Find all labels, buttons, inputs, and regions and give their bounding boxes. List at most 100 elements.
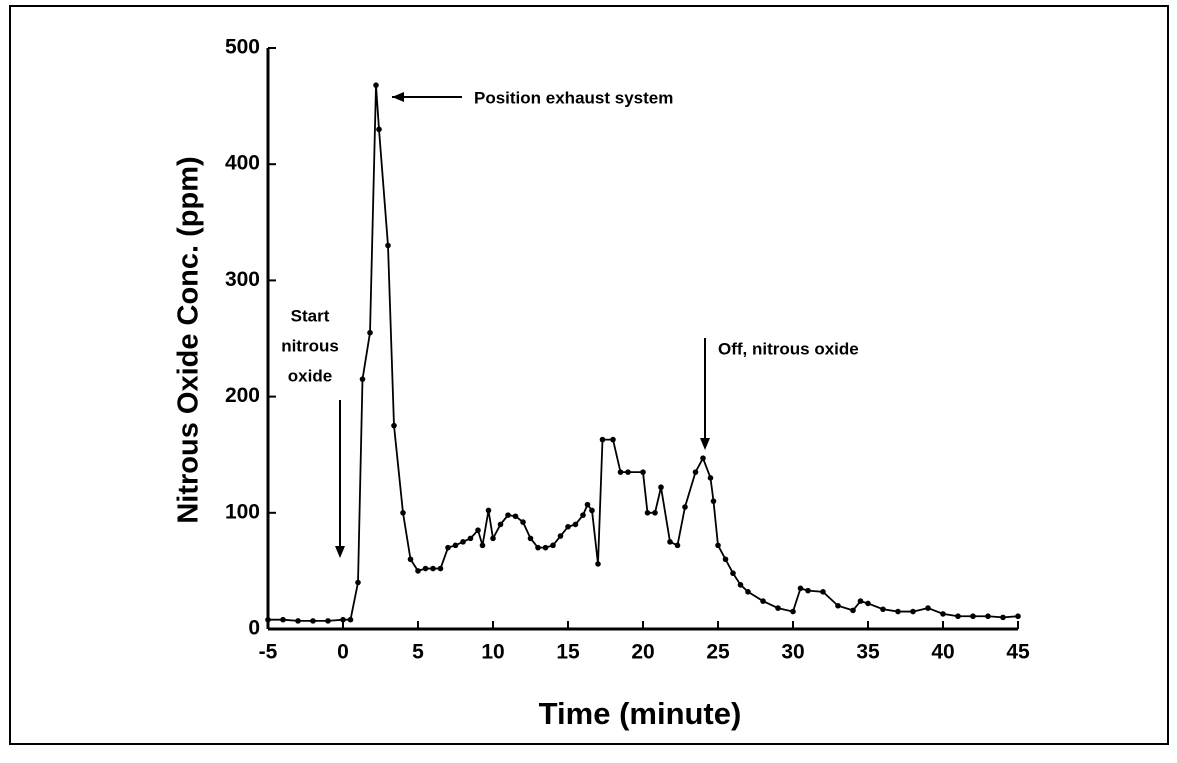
- data-point: [490, 535, 496, 542]
- data-point: [790, 608, 796, 615]
- data-point: [485, 507, 492, 514]
- data-point: [445, 544, 451, 551]
- data-point: [460, 539, 466, 545]
- data-point: [415, 568, 421, 574]
- data-point: [584, 501, 591, 508]
- annotation: Position exhaust system: [474, 88, 673, 107]
- data-point: [550, 542, 556, 549]
- data-point: [715, 542, 721, 549]
- data-point: [535, 544, 541, 551]
- data-point: [857, 598, 864, 604]
- data-point: [737, 582, 744, 588]
- data-point: [340, 616, 346, 623]
- data-point: [722, 556, 729, 563]
- data-point: [310, 618, 316, 624]
- data-point: [497, 521, 504, 528]
- data-point: [520, 519, 526, 525]
- data-point: [707, 475, 714, 481]
- data-point: [652, 510, 658, 516]
- x-tick-label: 30: [781, 641, 804, 664]
- data-point: [644, 510, 651, 516]
- data-point: [589, 507, 595, 514]
- data-point: [479, 542, 486, 549]
- data-point: [376, 126, 382, 133]
- data-point: [667, 539, 673, 545]
- data-point: [325, 618, 331, 624]
- data-point: [910, 608, 916, 615]
- annotation-arrowhead: [700, 438, 710, 450]
- data-point: [745, 589, 751, 595]
- data-point: [805, 587, 811, 594]
- data-point: [674, 542, 681, 549]
- data-point: [475, 527, 481, 534]
- data-point: [467, 535, 474, 542]
- data-point: [359, 376, 366, 382]
- data-point: [373, 82, 379, 88]
- data-point: [710, 498, 717, 504]
- data-point: [985, 613, 991, 620]
- annotation-arrowhead: [335, 546, 345, 558]
- data-point: [391, 422, 397, 429]
- data-point: [610, 436, 616, 443]
- data-point: [295, 618, 301, 624]
- y-tick-label: 0: [248, 617, 260, 640]
- data-point: [1000, 614, 1006, 621]
- data-point: [658, 484, 664, 491]
- annotation: nitrous: [281, 336, 339, 355]
- data-point: [572, 521, 579, 528]
- y-tick-label: 200: [225, 384, 260, 407]
- data-point: [820, 589, 826, 595]
- data-point: [880, 606, 886, 613]
- data-point: [865, 600, 871, 607]
- data-point: [595, 561, 601, 567]
- data-point: [692, 469, 699, 475]
- x-tick-label: 0: [337, 641, 349, 664]
- frame: [9, 5, 1169, 745]
- data-point: [565, 523, 571, 530]
- x-tick-label: 5: [412, 641, 424, 664]
- data-point: [955, 613, 961, 620]
- data-point: [407, 556, 414, 563]
- data-point: [355, 579, 361, 586]
- data-point: [557, 533, 564, 539]
- data-point: [895, 608, 901, 615]
- data-point: [850, 607, 856, 614]
- data-point: [700, 455, 706, 461]
- data-point: [347, 616, 354, 623]
- data-point: [775, 605, 781, 611]
- x-axis-label: Time (minute): [539, 696, 742, 731]
- data-point: [505, 512, 511, 518]
- data-point: [385, 242, 391, 249]
- data-point: [730, 570, 736, 577]
- x-tick-label: 35: [856, 641, 880, 664]
- data-point: [437, 565, 444, 572]
- annotation-arrowhead: [392, 92, 404, 102]
- x-tick-label: 45: [1006, 641, 1030, 664]
- data-point: [542, 544, 549, 551]
- y-tick-label: 300: [225, 268, 260, 291]
- data-point: [367, 329, 373, 336]
- annotation: Off, nitrous oxide: [718, 339, 859, 358]
- data-point: [280, 616, 286, 623]
- y-tick-label: 500: [225, 36, 260, 59]
- x-tick-label: 10: [481, 641, 504, 664]
- data-point: [617, 469, 624, 475]
- data-point: [452, 542, 459, 549]
- data-point: [400, 510, 406, 516]
- data-point: [925, 605, 931, 611]
- annotation: oxide: [288, 366, 332, 385]
- x-tick-label: -5: [259, 641, 278, 664]
- data-point: [1015, 613, 1021, 620]
- data-line: [268, 85, 1019, 622]
- x-tick-label: 25: [706, 641, 730, 664]
- data-point: [527, 535, 534, 542]
- annotation: Start: [291, 306, 330, 325]
- data-point: [640, 469, 646, 475]
- y-axis-label: Nitrous Oxide Conc. (ppm): [173, 156, 205, 523]
- data-point: [430, 565, 436, 572]
- data-point: [760, 598, 766, 604]
- data-point: [265, 616, 271, 623]
- x-tick-label: 15: [556, 641, 580, 664]
- x-tick-label: 20: [631, 641, 654, 664]
